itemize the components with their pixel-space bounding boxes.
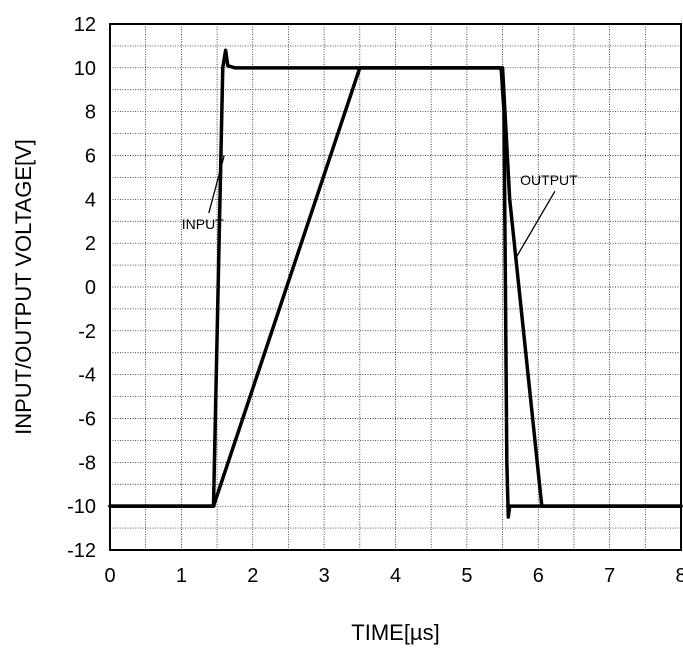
annotation-label: OUTPUT — [520, 172, 578, 188]
y-tick-label: 10 — [74, 58, 96, 80]
y-tick-label: 0 — [85, 277, 96, 299]
x-tick-label: 7 — [604, 565, 615, 587]
annotation-leader-line — [516, 190, 556, 257]
y-tick-label: -10 — [67, 496, 96, 518]
series-lines — [108, 48, 683, 519]
x-tick-label: 4 — [390, 565, 401, 587]
y-tick-label: -4 — [78, 365, 96, 387]
x-tick-labels: 0 1 2 3 4 5 6 7 8 — [104, 565, 683, 587]
y-tick-label: -12 — [67, 540, 96, 562]
x-tick-label: 5 — [461, 565, 472, 587]
x-tick-label: 1 — [176, 565, 187, 587]
y-tick-label: 6 — [85, 146, 96, 168]
y-tick-label: 12 — [74, 14, 96, 36]
x-tick-label: 2 — [247, 565, 258, 587]
series-line-output — [108, 66, 683, 508]
x-axis-title: TIME[µs] — [351, 620, 439, 645]
y-axis-title: INPUT/OUTPUT VOLTAGE[V] — [11, 139, 36, 435]
x-tick-label: 6 — [533, 565, 544, 587]
y-tick-label: 2 — [85, 233, 96, 255]
y-tick-labels: 12 10 8 6 4 2 0 -2 -4 -6 -8 -10 -12 — [67, 14, 96, 562]
annotations: INPUT OUTPUT — [182, 155, 578, 257]
y-tick-label: -6 — [78, 409, 96, 431]
x-tick-label: 0 — [104, 565, 115, 587]
x-tick-label: 8 — [675, 565, 683, 587]
grid — [110, 24, 681, 550]
annotation-leader-line — [208, 155, 225, 214]
y-tick-label: -2 — [78, 321, 96, 343]
y-tick-label: -8 — [78, 452, 96, 474]
plot-frame — [109, 23, 682, 551]
y-tick-label: 4 — [85, 189, 96, 211]
x-tick-label: 3 — [319, 565, 330, 587]
y-tick-label: 8 — [85, 102, 96, 124]
annotation-label: INPUT — [182, 216, 224, 232]
